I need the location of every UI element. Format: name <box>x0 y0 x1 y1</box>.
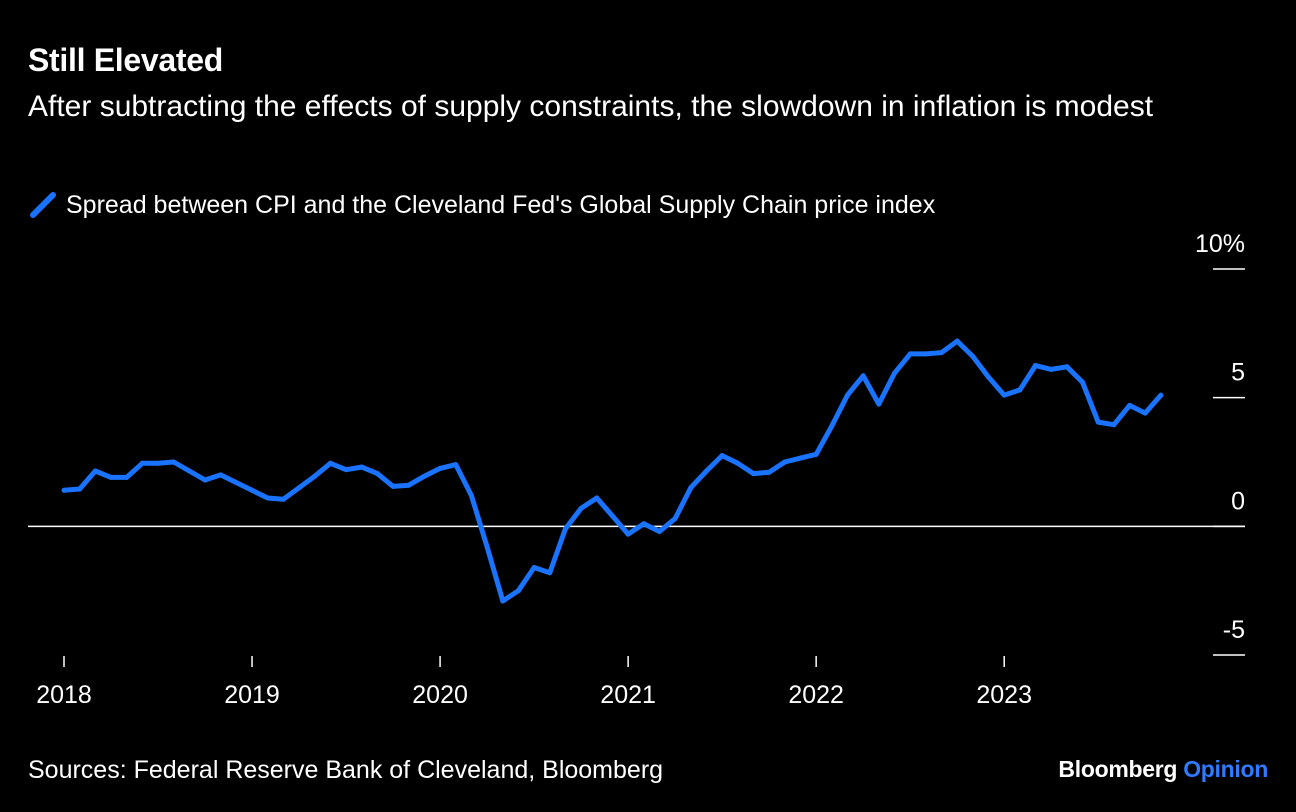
data-point <box>766 469 772 475</box>
data-point <box>672 516 678 522</box>
data-point <box>704 468 709 474</box>
data-point <box>547 570 553 576</box>
data-point <box>1017 387 1023 393</box>
y-axis: 10% 5 0 -5 <box>1195 230 1245 656</box>
data-point <box>892 370 897 376</box>
data-point <box>876 401 882 407</box>
data-point <box>798 455 803 461</box>
data-point <box>437 465 443 471</box>
data-point <box>1033 363 1038 368</box>
data-point <box>970 354 976 359</box>
y-tick-label: 10% <box>1195 230 1245 258</box>
data-point <box>719 453 725 459</box>
chart-subtitle: After subtracting the effects of supply … <box>28 90 1154 123</box>
x-tick-label: 2023 <box>976 681 1032 709</box>
data-point <box>625 531 631 537</box>
data-point <box>1001 392 1007 398</box>
y-tick-label: -5 <box>1223 616 1245 644</box>
data-points <box>61 338 1164 604</box>
data-point <box>92 468 98 474</box>
x-tick-label: 2019 <box>224 681 280 709</box>
y-tick-label: 0 <box>1231 487 1245 515</box>
data-point <box>1142 410 1148 416</box>
data-point <box>641 521 647 527</box>
data-point <box>1080 379 1085 385</box>
data-point <box>610 513 615 519</box>
data-point <box>531 565 537 570</box>
x-tick-label: 2022 <box>788 681 844 709</box>
data-point <box>453 462 459 468</box>
data-point <box>562 526 568 532</box>
data-point <box>845 392 850 398</box>
data-point <box>233 480 239 486</box>
data-point <box>829 423 835 429</box>
legend: Spread between CPI and the Cleveland Fed… <box>28 190 935 220</box>
data-point <box>735 460 741 466</box>
data-point <box>578 505 584 511</box>
data-point <box>1111 422 1117 428</box>
data-point <box>468 493 474 498</box>
data-point <box>939 350 944 356</box>
data-point <box>202 477 208 483</box>
source-note: Sources: Federal Reserve Bank of Clevela… <box>28 756 664 784</box>
data-point <box>1127 402 1133 408</box>
data-point <box>108 474 114 480</box>
data-point <box>813 451 819 457</box>
data-point <box>296 485 302 491</box>
data-point <box>782 459 788 465</box>
data-point <box>515 588 521 594</box>
data-point <box>406 482 412 488</box>
data-point <box>218 472 224 478</box>
data-point <box>1048 366 1054 372</box>
x-tick-label: 2018 <box>36 681 92 709</box>
data-point <box>657 529 662 534</box>
data-point <box>155 460 161 466</box>
brand-name: Bloomberg <box>1058 756 1178 782</box>
data-point <box>280 496 286 502</box>
data-point <box>594 495 600 501</box>
data-point <box>1064 364 1070 370</box>
data-point <box>484 544 490 550</box>
chart-title: Still Elevated <box>28 42 223 78</box>
y-tick-label: 5 <box>1231 359 1245 387</box>
data-point <box>265 495 271 501</box>
brand-product: Opinion <box>1183 756 1268 782</box>
legend-label: Spread between CPI and the Cleveland Fed… <box>66 190 936 219</box>
data-point <box>923 351 929 357</box>
legend-swatch-icon <box>30 192 56 218</box>
data-point <box>343 467 349 473</box>
x-tick-label: 2021 <box>600 681 656 709</box>
data-point <box>1158 392 1164 398</box>
data-point <box>986 374 991 380</box>
data-point <box>374 471 380 477</box>
data-point <box>390 483 396 489</box>
data-point <box>359 464 365 470</box>
data-point <box>124 474 130 480</box>
data-point <box>751 471 756 477</box>
brand-logo: Bloomberg Opinion <box>1058 756 1268 783</box>
data-point <box>954 338 960 344</box>
data-point <box>907 351 913 357</box>
data-point <box>77 486 83 492</box>
series-line <box>63 338 1163 604</box>
data-point <box>860 373 866 379</box>
x-tick-label: 2020 <box>412 681 468 709</box>
data-point <box>139 460 145 466</box>
x-axis: 2018 2019 2020 2021 2022 2023 <box>36 656 1032 709</box>
data-point <box>500 598 506 604</box>
data-point <box>312 473 318 479</box>
data-point <box>1095 419 1101 425</box>
data-point <box>249 487 255 493</box>
data-point <box>186 468 192 474</box>
data-point <box>171 459 177 465</box>
data-point <box>688 485 694 491</box>
data-point <box>421 473 427 479</box>
data-point <box>61 487 67 493</box>
data-point <box>327 460 333 466</box>
